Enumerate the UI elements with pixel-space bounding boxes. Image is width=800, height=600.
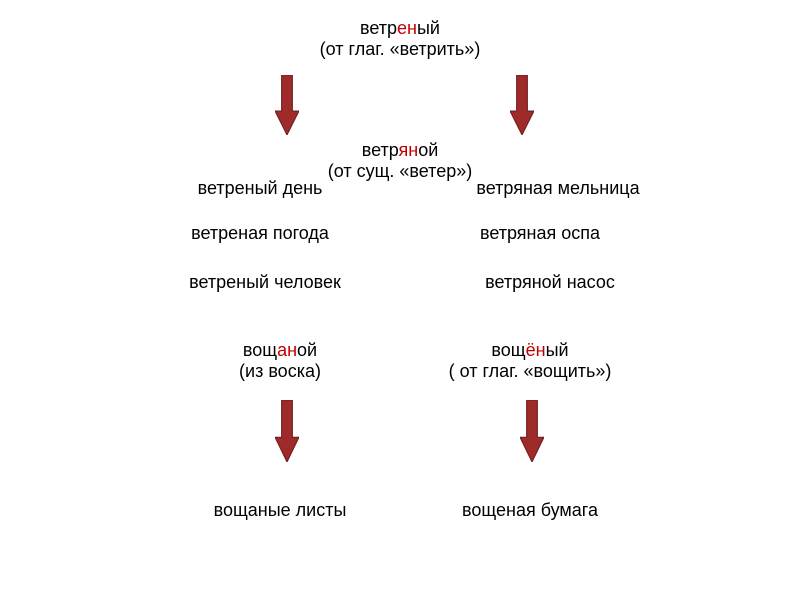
word-line: вощаной xyxy=(239,340,321,361)
sub-line: ( от глаг. «вощить») xyxy=(449,361,612,382)
section2-right-result: вощеная бумага xyxy=(462,500,598,521)
right-item-2: ветряной насос xyxy=(485,272,615,293)
highlight-span: ён xyxy=(526,340,546,360)
section2-right-title: вощёный( от глаг. «вощить») xyxy=(449,340,612,382)
arrow-down-left-2 xyxy=(275,400,299,462)
arrow-down-right-1 xyxy=(510,75,534,135)
arrow-down-left-1 xyxy=(275,75,299,135)
section2-left-result: вощаные листы xyxy=(214,500,347,521)
left-item-2: ветреный человек xyxy=(189,272,341,293)
section1-title: ветреный(от глаг. «ветрить») xyxy=(320,18,481,60)
left-item-0: ветреный день xyxy=(198,178,323,199)
section1-middle: ветряной(от сущ. «ветер») xyxy=(328,140,473,182)
section2-left-title: вощаной(из воска) xyxy=(239,340,321,382)
highlight-span: ан xyxy=(277,340,297,360)
arrow-down-right-2 xyxy=(520,400,544,462)
sub-line: (от глаг. «ветрить») xyxy=(320,39,481,60)
word-line: ветряной xyxy=(328,140,473,161)
sub-line: (от сущ. «ветер») xyxy=(328,161,473,182)
highlight-span: ян xyxy=(399,140,419,160)
left-item-1: ветреная погода xyxy=(191,223,329,244)
sub-line: (из воска) xyxy=(239,361,321,382)
right-item-0: ветряная мельница xyxy=(476,178,639,199)
highlight-span: ен xyxy=(397,18,417,38)
word-line: вощёный xyxy=(449,340,612,361)
right-item-1: ветряная оспа xyxy=(480,223,600,244)
word-line: ветреный xyxy=(320,18,481,39)
